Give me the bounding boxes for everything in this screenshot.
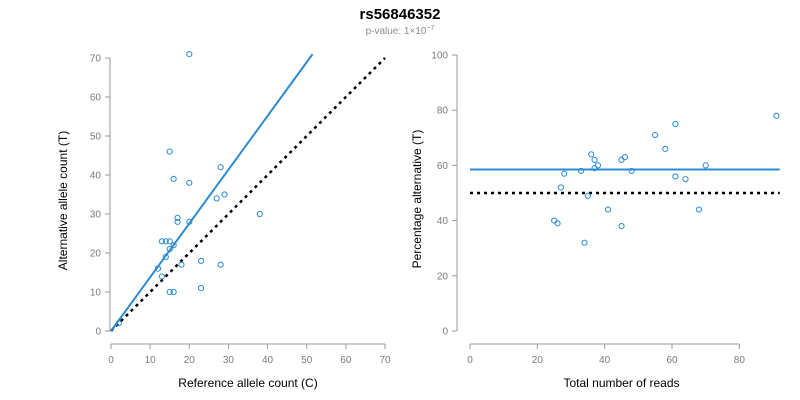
allele-x-tick-label: 70 bbox=[379, 355, 391, 366]
percentage-data-point bbox=[588, 151, 595, 158]
allele-data-point bbox=[197, 257, 205, 264]
percentage-data-point bbox=[618, 156, 625, 163]
percentage-y-tick-label: 40 bbox=[437, 216, 449, 227]
percentage-data-point bbox=[557, 184, 565, 191]
allele-y-axis-title: Alternative allele count (T) bbox=[56, 131, 70, 270]
allele-x-tick-label: 10 bbox=[145, 355, 157, 366]
allele-data-point bbox=[178, 261, 185, 268]
allele-data-point bbox=[170, 288, 177, 296]
allele-x-tick-label: 50 bbox=[301, 355, 313, 366]
percentage-y-tick-label: 100 bbox=[431, 51, 448, 62]
allele-x-tick-label: 30 bbox=[223, 355, 235, 366]
percentage-data-point bbox=[652, 131, 659, 139]
percentage-y-tick-label: 80 bbox=[437, 106, 449, 117]
allele-data-point bbox=[166, 238, 173, 245]
allele-count-scatter-panel: 0 10 20 30 40 50 60 70 0 10 20 30 40 50 60 70 Reference … bbox=[56, 51, 391, 390]
allele-y-tick-label: 40 bbox=[90, 171, 102, 182]
allele-data-point bbox=[162, 253, 169, 260]
allele-y-tick-label: 50 bbox=[90, 132, 102, 143]
percentage-x-axis-title: Total number of reads bbox=[563, 376, 679, 390]
percentage-data-point bbox=[695, 206, 703, 213]
percentage-data-point bbox=[662, 145, 669, 152]
percentage-data-point bbox=[594, 162, 602, 169]
percentage-y-tick-label: 60 bbox=[437, 161, 449, 172]
allele-data-point bbox=[221, 191, 228, 198]
allele-data-point bbox=[158, 273, 165, 280]
percentage-data-point bbox=[604, 206, 612, 213]
percentage-data-point bbox=[672, 173, 679, 180]
percentage-x-tick-label: 40 bbox=[599, 355, 611, 366]
percentage-data-point bbox=[621, 154, 628, 161]
allele-data-point bbox=[186, 51, 193, 58]
percentage-data-point bbox=[773, 112, 780, 119]
percentage-data-point bbox=[682, 176, 689, 183]
percentage-y-tick-label: 0 bbox=[442, 327, 448, 338]
allele-fit-line bbox=[110, 53, 314, 332]
allele-data-point bbox=[217, 164, 224, 171]
percentage-data-point bbox=[618, 223, 625, 230]
percentage-y-axis-title: Percentage alternative (T) bbox=[410, 130, 424, 269]
percentage-x-tick-label: 0 bbox=[467, 355, 473, 366]
percentage-data-point bbox=[578, 167, 585, 175]
percentage-data-point bbox=[551, 217, 558, 224]
allele-y-tick-label: 70 bbox=[90, 54, 102, 65]
allele-x-axis-title: Reference allele count (C) bbox=[178, 376, 317, 390]
allele-data-point bbox=[256, 210, 263, 218]
allele-data-point bbox=[213, 195, 220, 202]
allele-data-point bbox=[170, 242, 177, 249]
allele-y-tick-label: 60 bbox=[90, 93, 102, 104]
allele-data-point bbox=[115, 320, 122, 327]
allele-data-point bbox=[170, 175, 177, 182]
p-value-exponent: −7 bbox=[426, 25, 434, 32]
allele-data-point bbox=[217, 261, 224, 268]
percentage-x-tick-label: 20 bbox=[532, 355, 544, 366]
allele-y-tick-label: 20 bbox=[90, 249, 102, 260]
allele-y-tick-label: 10 bbox=[90, 288, 102, 299]
allele-x-tick-label: 20 bbox=[184, 355, 196, 366]
allele-y-tick-label: 30 bbox=[90, 210, 102, 221]
percentage-data-point bbox=[591, 165, 598, 172]
allele-data-point bbox=[162, 238, 169, 245]
percentage-data-point bbox=[561, 170, 568, 177]
percentage-data-point bbox=[628, 167, 635, 175]
percentage-x-tick-label: 80 bbox=[734, 355, 746, 366]
percentage-data-point bbox=[702, 162, 709, 169]
percentage-data-point bbox=[672, 120, 679, 128]
percentage-data-point bbox=[584, 192, 591, 199]
percentage-y-tick-label: 20 bbox=[437, 271, 449, 282]
allele-x-tick-label: 40 bbox=[262, 355, 274, 366]
percentage-data-point bbox=[591, 156, 598, 163]
allele-reference-line bbox=[110, 57, 386, 332]
allele-data-point bbox=[186, 218, 193, 225]
p-value-subtitle: p-value: 1×10−7 bbox=[366, 25, 435, 37]
allele-data-point bbox=[154, 265, 162, 272]
allele-data-point bbox=[166, 148, 173, 155]
allele-data-point bbox=[186, 179, 193, 186]
allele-x-tick-label: 60 bbox=[340, 355, 352, 366]
allele-x-tick-label: 0 bbox=[108, 355, 114, 366]
allele-data-point bbox=[166, 288, 173, 296]
percentage-data-point bbox=[581, 239, 588, 246]
figure-title: rs56846352 bbox=[360, 6, 441, 23]
allele-data-point bbox=[158, 238, 165, 245]
percentage-x-tick-label: 60 bbox=[666, 355, 678, 366]
percentage-data-point bbox=[554, 220, 561, 227]
percentage-alternative-scatter-panel: 0 20 40 60 80 0 20 40 60 80 100 Total number of rea… bbox=[410, 51, 780, 390]
allele-data-point bbox=[166, 246, 173, 253]
allele-data-point bbox=[174, 214, 181, 221]
p-value-text: p-value: 1×10 bbox=[366, 26, 427, 37]
allele-data-point bbox=[197, 285, 205, 292]
allele-y-tick-label: 0 bbox=[95, 327, 101, 338]
allele-data-point bbox=[174, 218, 181, 225]
